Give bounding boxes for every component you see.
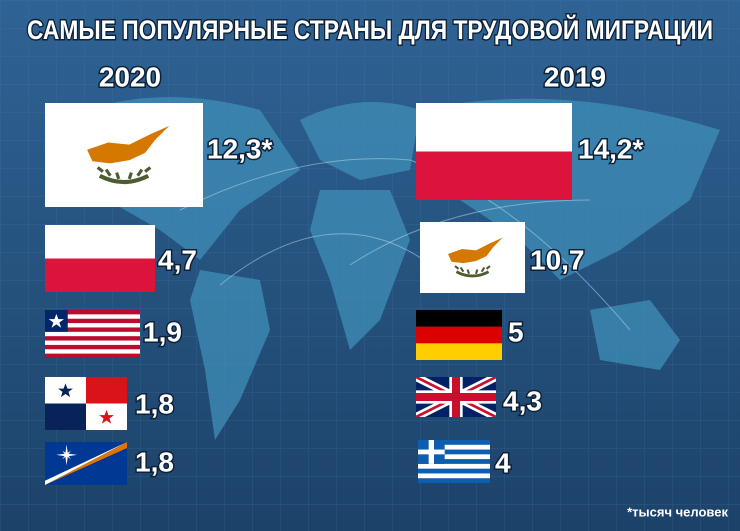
- flag-cyprus: [420, 222, 525, 293]
- flag-poland: [45, 225, 155, 292]
- flag-panama: [45, 377, 127, 430]
- value-label: 5: [508, 316, 524, 347]
- flag-marshall-islands: [45, 442, 127, 485]
- flag-greece: [418, 440, 490, 483]
- value-label: 14,2*: [578, 133, 643, 164]
- year-heading: 2019: [544, 61, 606, 92]
- value-label: 4: [495, 447, 511, 478]
- value-label: 4,7: [158, 244, 197, 275]
- title: САМЫЕ ПОПУЛЯРНЫЕ СТРАНЫ ДЛЯ ТРУДОВОЙ МИГ…: [27, 14, 713, 45]
- flag-liberia: [45, 310, 140, 358]
- flag-germany: [416, 310, 502, 360]
- flag-cyprus: [45, 103, 203, 207]
- value-label: 1,8: [135, 388, 174, 419]
- value-label: 4,3: [503, 385, 542, 416]
- value-label: 1,8: [135, 446, 174, 477]
- value-label: 10,7: [530, 244, 585, 275]
- year-heading: 2020: [99, 61, 161, 92]
- flag-united-kingdom: [416, 377, 496, 417]
- value-label: 12,3*: [207, 133, 272, 164]
- footnote: *тысяч человек: [627, 504, 728, 519]
- value-label: 1,9: [143, 316, 182, 347]
- flag-poland: [416, 103, 572, 200]
